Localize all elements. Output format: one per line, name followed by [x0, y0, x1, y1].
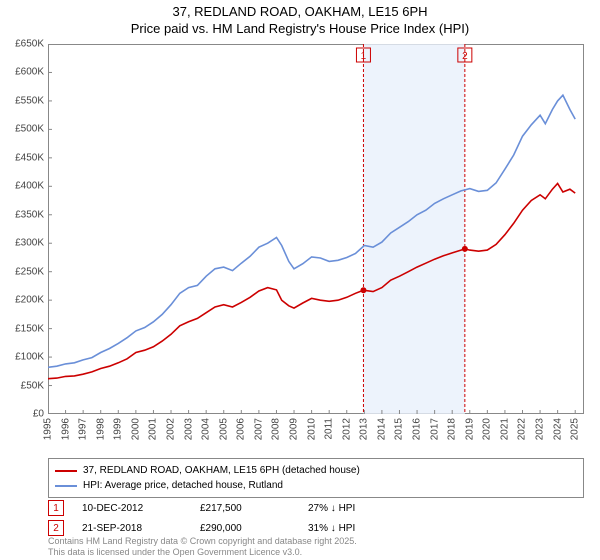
chart-title: 37, REDLAND ROAD, OAKHAM, LE15 6PH Price… — [0, 0, 600, 38]
x-tick-label: 2014 — [376, 418, 387, 440]
x-tick-label: 1995 — [43, 418, 54, 440]
sale-marker-number: 2 — [462, 51, 468, 62]
y-tick-label: £300K — [15, 238, 44, 249]
legend-label: HPI: Average price, detached house, Rutl… — [83, 478, 283, 493]
x-tick-label: 2017 — [429, 418, 440, 440]
copyright-line2: This data is licensed under the Open Gov… — [48, 547, 357, 558]
plot-area: 12 — [48, 44, 584, 414]
y-axis-labels: £0£50K£100K£150K£200K£250K£300K£350K£400… — [0, 44, 46, 414]
x-tick-label: 2015 — [394, 418, 405, 440]
x-tick-label: 2004 — [201, 418, 212, 440]
title-subtitle: Price paid vs. HM Land Registry's House … — [0, 21, 600, 38]
sale-price: £290,000 — [200, 523, 290, 534]
sales-table: 1 10-DEC-2012 £217,500 27% ↓ HPI 2 21-SEP-201… — [48, 496, 584, 536]
sale-dot — [462, 246, 468, 252]
x-tick-label: 2005 — [218, 418, 229, 440]
y-tick-label: £100K — [15, 352, 44, 363]
sale-number-box: 1 — [48, 500, 64, 516]
x-tick-label: 2023 — [535, 418, 546, 440]
x-tick-label: 1998 — [95, 418, 106, 440]
sale-delta: 31% ↓ HPI — [308, 523, 355, 534]
x-tick-label: 2009 — [289, 418, 300, 440]
legend-row: HPI: Average price, detached house, Rutl… — [55, 478, 577, 493]
y-tick-label: £450K — [15, 152, 44, 163]
x-tick-label: 2001 — [148, 418, 159, 440]
x-tick-label: 2024 — [552, 418, 563, 440]
sale-number-box: 2 — [48, 520, 64, 536]
copyright-line1: Contains HM Land Registry data © Crown c… — [48, 536, 357, 547]
x-tick-label: 2007 — [253, 418, 264, 440]
sale-marker-number: 1 — [361, 51, 367, 62]
x-tick-label: 2008 — [271, 418, 282, 440]
x-tick-label: 2013 — [359, 418, 370, 440]
legend-swatch — [55, 470, 77, 472]
x-tick-label: 2002 — [166, 418, 177, 440]
legend-swatch — [55, 485, 77, 487]
x-tick-label: 2021 — [499, 418, 510, 440]
x-tick-label: 1996 — [60, 418, 71, 440]
y-tick-label: £400K — [15, 181, 44, 192]
title-address: 37, REDLAND ROAD, OAKHAM, LE15 6PH — [0, 4, 600, 21]
y-tick-label: £350K — [15, 209, 44, 220]
x-tick-label: 2012 — [341, 418, 352, 440]
series-hpi — [48, 95, 575, 367]
y-tick-label: £500K — [15, 124, 44, 135]
series-price_paid — [48, 184, 575, 379]
sales-row: 1 10-DEC-2012 £217,500 27% ↓ HPI — [48, 500, 584, 516]
x-tick-label: 2022 — [517, 418, 528, 440]
sale-dot — [360, 287, 366, 293]
x-tick-label: 2025 — [570, 418, 581, 440]
x-tick-label: 2018 — [447, 418, 458, 440]
x-tick-label: 2020 — [482, 418, 493, 440]
y-tick-label: £250K — [15, 266, 44, 277]
sale-delta: 27% ↓ HPI — [308, 503, 355, 514]
x-tick-label: 2011 — [324, 418, 335, 440]
legend-label: 37, REDLAND ROAD, OAKHAM, LE15 6PH (deta… — [83, 463, 360, 478]
x-tick-label: 2019 — [464, 418, 475, 440]
sale-date: 10-DEC-2012 — [82, 503, 182, 514]
copyright: Contains HM Land Registry data © Crown c… — [48, 536, 357, 559]
y-tick-label: £600K — [15, 67, 44, 78]
y-tick-label: £200K — [15, 295, 44, 306]
y-tick-label: £550K — [15, 95, 44, 106]
legend-row: 37, REDLAND ROAD, OAKHAM, LE15 6PH (deta… — [55, 463, 577, 478]
x-tick-label: 2003 — [183, 418, 194, 440]
x-tick-label: 2006 — [236, 418, 247, 440]
x-tick-label: 2016 — [412, 418, 423, 440]
y-tick-label: £150K — [15, 323, 44, 334]
x-axis-labels: 1995199619971998199920002001200220032004… — [48, 418, 584, 458]
sales-row: 2 21-SEP-2018 £290,000 31% ↓ HPI — [48, 520, 584, 536]
x-tick-label: 2010 — [306, 418, 317, 440]
shaded-band — [363, 44, 464, 414]
y-tick-label: £650K — [15, 39, 44, 50]
x-tick-label: 1997 — [78, 418, 89, 440]
x-tick-label: 2000 — [130, 418, 141, 440]
x-tick-label: 1999 — [113, 418, 124, 440]
sale-date: 21-SEP-2018 — [82, 523, 182, 534]
chart-container: { "title_line1": "37, REDLAND ROAD, OAKH… — [0, 0, 600, 560]
y-tick-label: £50K — [21, 380, 44, 391]
sale-price: £217,500 — [200, 503, 290, 514]
legend: 37, REDLAND ROAD, OAKHAM, LE15 6PH (deta… — [48, 458, 584, 498]
chart-svg: 12 — [48, 44, 584, 414]
